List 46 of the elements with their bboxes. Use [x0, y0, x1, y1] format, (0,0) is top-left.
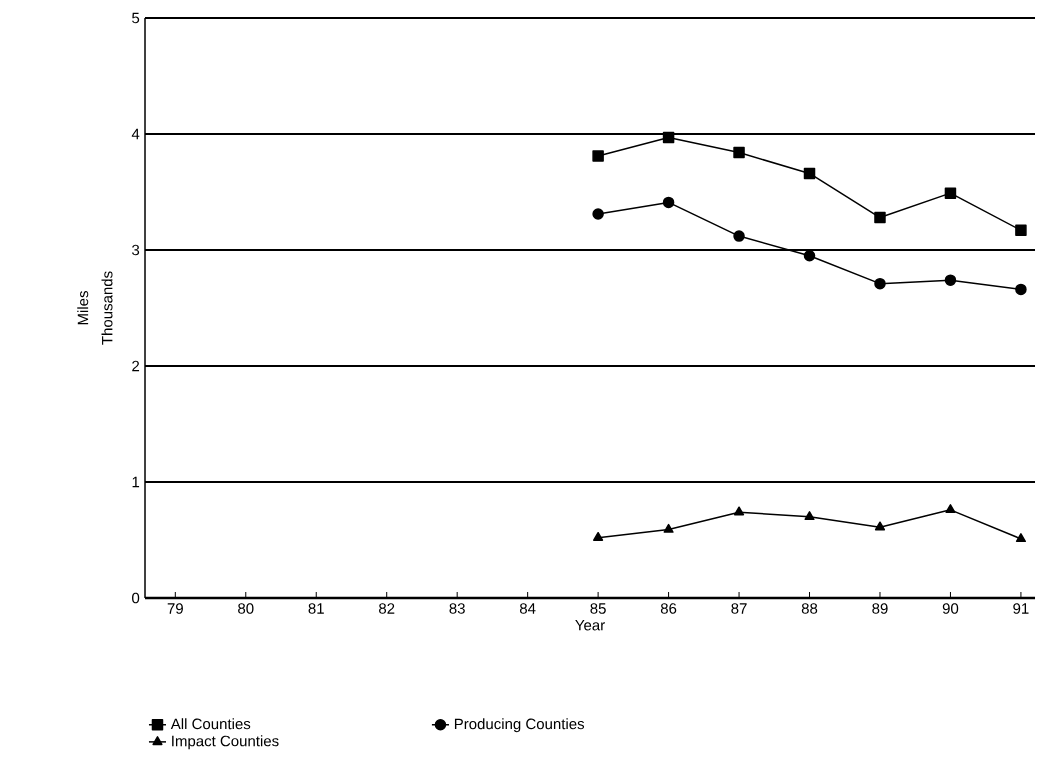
point	[663, 523, 674, 533]
text: Thousands	[101, 271, 113, 345]
point	[1015, 533, 1026, 543]
legend-label: Impact Counties	[172, 735, 279, 750]
y-tick-label: 2	[132, 360, 140, 372]
x-tick-label: 84	[519, 603, 536, 614]
point	[733, 506, 745, 516]
point	[592, 150, 604, 162]
point	[733, 230, 745, 242]
x-tick-label: 86	[660, 603, 677, 614]
x-tick-label: 88	[801, 603, 818, 614]
point	[944, 187, 957, 199]
x-tick-label: 81	[308, 603, 324, 614]
point	[945, 504, 956, 514]
x-tick-label: 90	[942, 603, 959, 614]
x-tick-label: 82	[379, 603, 395, 614]
y-tick-label: 3	[132, 244, 140, 256]
x-tick-label: 85	[590, 603, 606, 614]
point	[874, 277, 886, 290]
point	[944, 274, 957, 286]
y-tick-label: 1	[132, 476, 140, 488]
x-tick-label: 87	[731, 603, 747, 614]
legend-label: Producing Counties	[454, 718, 585, 733]
x-tick-label: 80	[238, 603, 254, 614]
point	[803, 250, 816, 262]
y-tick-label: 4	[131, 128, 140, 140]
point	[874, 211, 886, 224]
x-tick-label: 79	[167, 603, 183, 614]
y-tick-label: 0	[132, 592, 140, 604]
point	[662, 196, 675, 209]
x-tick-label: 89	[872, 603, 888, 614]
y-tick-label: 5	[132, 12, 140, 24]
x-tick-label: 91	[1013, 603, 1029, 614]
point	[733, 146, 745, 159]
point	[803, 167, 816, 180]
point	[593, 531, 604, 541]
point	[1015, 283, 1027, 296]
point	[874, 521, 886, 531]
x-tick-label: 83	[449, 603, 465, 614]
y-axis-title: Miles	[77, 291, 89, 325]
point	[662, 131, 675, 144]
point	[1015, 224, 1027, 237]
point	[804, 511, 815, 521]
legend-label: All Counties	[170, 718, 251, 730]
x-axis-title: Year	[575, 620, 605, 631]
point	[592, 208, 604, 220]
